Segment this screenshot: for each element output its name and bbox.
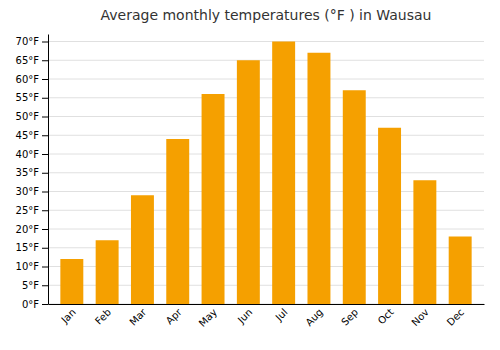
y-tick-label: 45°F — [16, 130, 40, 141]
y-tick-label: 65°F — [16, 55, 40, 66]
grid-line — [48, 60, 484, 61]
plot-area: 0°F 5°F 10°F 15°F 20°F 25°F 30°F 35°F 40°F 45°F 50… — [16, 35, 485, 329]
bar — [131, 195, 154, 304]
x-tick: Jul — [273, 306, 290, 323]
y-tick-mark — [42, 304, 48, 305]
x-tick-label: Mar — [127, 306, 149, 328]
bar — [96, 240, 119, 304]
bar — [343, 90, 366, 304]
grid-line — [48, 97, 484, 98]
x-tick-label: Oct — [376, 306, 396, 326]
y-tick-label: 5°F — [22, 280, 39, 291]
x-tick: Sep — [339, 306, 360, 327]
y-tick-mark — [42, 210, 48, 211]
y-tick: 70°F — [16, 36, 48, 47]
bar — [378, 128, 401, 304]
bar — [449, 237, 472, 305]
y-tick-label: 20°F — [16, 224, 40, 235]
x-tick: May — [197, 306, 219, 328]
y-tick-label: 30°F — [16, 186, 40, 197]
bar — [202, 94, 225, 304]
y-tick-label: 10°F — [16, 261, 40, 272]
y-tick: 15°F — [16, 242, 48, 253]
y-tick: 40°F — [16, 149, 48, 160]
x-tick-label: Aug — [303, 306, 325, 328]
x-tick-label: Jun — [235, 306, 255, 326]
x-tick-label: Sep — [339, 306, 360, 327]
y-tick: 5°F — [22, 280, 48, 291]
y-tick: 60°F — [16, 74, 48, 85]
x-tick: Mar — [127, 306, 149, 328]
y-tick: 10°F — [16, 261, 48, 272]
bar — [307, 53, 330, 304]
y-tick: 30°F — [16, 186, 48, 197]
grid-line — [48, 41, 484, 42]
y-tick-mark — [42, 42, 48, 43]
grid-line — [48, 116, 484, 117]
x-tick: Jan — [58, 306, 77, 325]
y-tick-label: 15°F — [16, 242, 40, 253]
y-tick-mark — [42, 248, 48, 249]
y-tick-label: 55°F — [16, 92, 40, 103]
y-tick-mark — [42, 135, 48, 136]
y-tick-label: 25°F — [16, 205, 40, 216]
x-tick: Oct — [376, 306, 396, 326]
bar — [60, 259, 83, 304]
x-axis-line — [49, 304, 485, 305]
y-tick-label: 50°F — [16, 111, 40, 122]
x-tick: Aug — [303, 306, 325, 328]
y-tick: 20°F — [16, 224, 48, 235]
x-tick: Feb — [93, 306, 113, 326]
y-tick-mark — [42, 60, 48, 61]
x-tick-label: Feb — [93, 306, 113, 326]
y-tick-label: 0°F — [22, 299, 39, 310]
x-tick-label: Dec — [445, 306, 466, 327]
y-tick: 35°F — [16, 167, 48, 178]
bar — [272, 42, 295, 305]
y-tick-mark — [42, 285, 48, 286]
y-tick: 50°F — [16, 111, 48, 122]
y-axis: 0°F 5°F 10°F 15°F 20°F 25°F 30°F 35°F 40°F 45°F 50… — [16, 35, 49, 310]
y-axis-line — [48, 35, 49, 305]
y-tick: 65°F — [16, 55, 48, 66]
y-tick-mark — [42, 117, 48, 118]
x-tick-label: Jan — [58, 306, 77, 325]
y-tick-mark — [42, 154, 48, 155]
y-tick-label: 35°F — [16, 167, 40, 178]
grid-line — [48, 79, 484, 80]
y-tick-label: 60°F — [16, 74, 40, 85]
grid-line — [48, 154, 484, 155]
x-tick-label: Nov — [409, 306, 431, 328]
x-tick: Dec — [445, 306, 466, 327]
y-tick-mark — [42, 229, 48, 230]
y-tick-mark — [42, 192, 48, 193]
y-tick: 45°F — [16, 130, 48, 141]
y-tick: 0°F — [22, 299, 48, 310]
x-tick-label: Apr — [164, 306, 185, 327]
y-tick-mark — [42, 79, 48, 80]
grid-line — [48, 172, 484, 173]
y-tick-label: 40°F — [16, 149, 40, 160]
grid — [48, 42, 484, 305]
y-tick-label: 70°F — [16, 36, 40, 47]
bar — [166, 139, 189, 304]
x-tick: Nov — [409, 306, 431, 328]
grid-line — [48, 135, 484, 136]
title: Average monthly temperatures (°F ) in Wa… — [101, 7, 432, 23]
y-tick: 55°F — [16, 92, 48, 103]
y-tick-mark — [42, 98, 48, 99]
bar — [413, 180, 436, 304]
x-tick-label: May — [197, 306, 219, 328]
y-tick-mark — [42, 267, 48, 268]
x-tick: Apr — [164, 306, 185, 327]
chart-container: 0°F 5°F 10°F 15°F 20°F 25°F 30°F 35°F 40°F 45°F 50… — [0, 0, 500, 350]
chart-svg: 0°F 5°F 10°F 15°F 20°F 25°F 30°F 35°F 40°F 45°F 50… — [0, 0, 500, 350]
y-tick-mark — [42, 173, 48, 174]
x-tick: Jun — [235, 306, 255, 326]
bar — [237, 60, 260, 304]
x-tick-label: Jul — [273, 306, 290, 323]
x-axis: Jan Feb Mar Apr May Jun Jul Aug Sep Oct Nov Dec — [49, 305, 485, 329]
y-tick: 25°F — [16, 205, 48, 216]
bars — [60, 42, 471, 305]
